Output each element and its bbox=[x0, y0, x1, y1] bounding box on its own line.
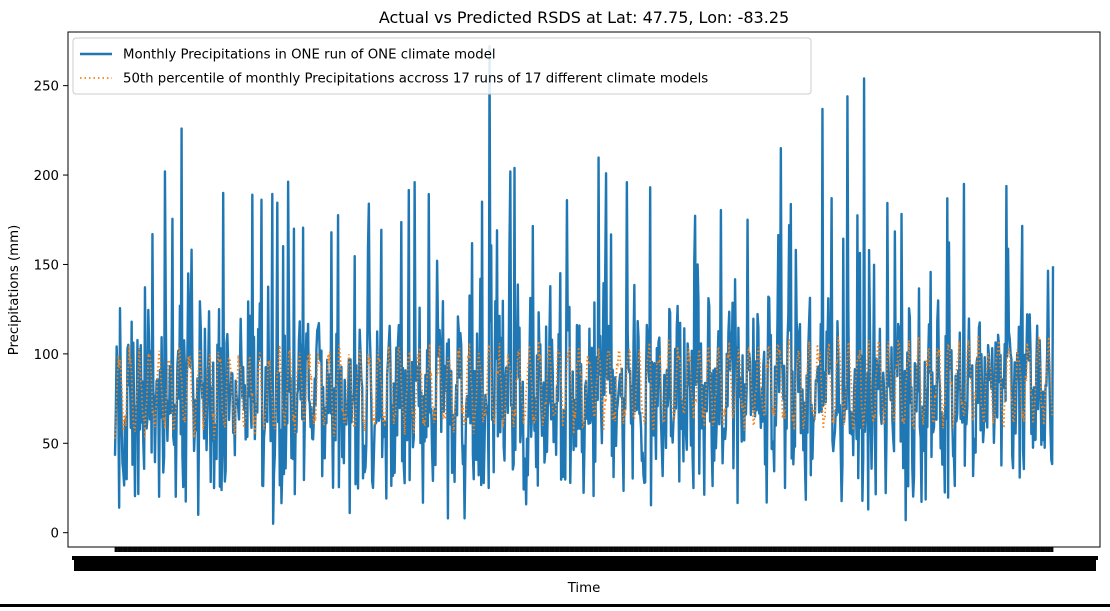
x-tick-labels-top-edge bbox=[72, 556, 1098, 560]
x-axis bbox=[72, 547, 1098, 571]
y-tick-label: 150 bbox=[34, 258, 59, 273]
plot-frame bbox=[67, 31, 1101, 548]
y-axis: 0 50 100 150 200 250 bbox=[34, 80, 68, 542]
y-tick-label: 50 bbox=[42, 437, 59, 452]
legend-label-percentile: 50th percentile of monthly Precipitation… bbox=[123, 72, 708, 87]
x-ticks bbox=[114, 547, 1054, 552]
legend-label-model-run: Monthly Precipitations in ONE run of ONE… bbox=[123, 48, 496, 63]
legend: Monthly Precipitations in ONE run of ONE… bbox=[72, 37, 812, 95]
series-line-model-run bbox=[113, 45, 1055, 525]
y-tick-label: 250 bbox=[34, 80, 59, 95]
legend-box bbox=[72, 37, 812, 95]
bottom-border bbox=[0, 604, 1110, 607]
y-tick-label: 100 bbox=[34, 348, 59, 363]
y-tick-label: 200 bbox=[34, 169, 59, 184]
series-line-percentile bbox=[114, 335, 1054, 440]
y-tick-label: 0 bbox=[51, 527, 59, 542]
x-tick-labels-overlapping bbox=[74, 558, 1096, 571]
y-axis-label: Precipitations (mm) bbox=[7, 225, 22, 356]
chart-title: Actual vs Predicted RSDS at Lat: 47.75, … bbox=[379, 8, 789, 27]
x-axis-label: Time bbox=[567, 581, 601, 596]
plot-area bbox=[113, 45, 1055, 525]
